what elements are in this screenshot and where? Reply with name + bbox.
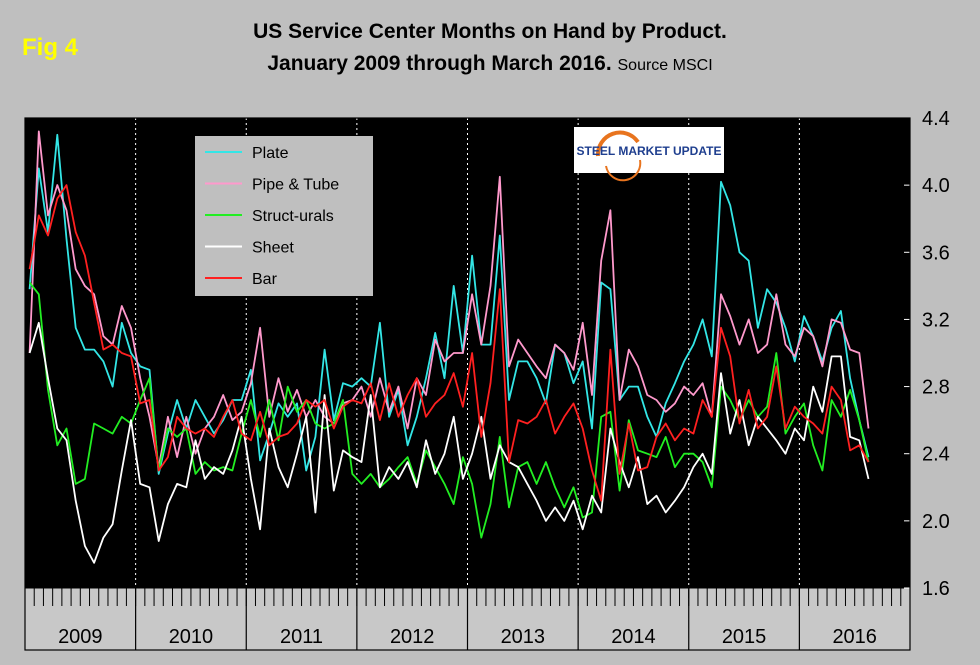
series-layer xyxy=(28,130,870,564)
logo-swoosh-icon xyxy=(605,159,642,182)
legend-label: Plate xyxy=(252,145,289,162)
x-tick-label: 2015 xyxy=(722,626,767,648)
legend: Plate Pipe & Tube Struct-urals Sheet Bar xyxy=(195,136,373,296)
x-axis: 2009 2010 2011 2012 2013 2014 2015 2016 xyxy=(24,588,911,650)
x-tick-label: 2009 xyxy=(58,626,103,648)
chart-source: Source MSCI xyxy=(617,57,713,74)
x-tick-label: 2013 xyxy=(501,626,546,648)
x-tick-label: 2014 xyxy=(611,626,656,648)
x-tick-label: 2016 xyxy=(832,626,877,648)
legend-label: Sheet xyxy=(252,240,294,257)
series-line-bar xyxy=(28,184,870,502)
y-axis: 1.6 2.0 2.4 2.8 3.2 3.6 4.0 4.4 xyxy=(904,108,950,600)
series-line-sheet xyxy=(28,321,870,564)
series-line-plate xyxy=(28,133,870,475)
y-tick-label: 2.4 xyxy=(922,444,950,466)
logo-text: STEEL MARKET UPDATE xyxy=(577,144,722,158)
y-tick-label: 4.4 xyxy=(922,108,950,130)
legend-label: Struct-urals xyxy=(252,208,334,225)
logo: STEEL MARKET UPDATE xyxy=(574,127,724,182)
x-tick-label: 2010 xyxy=(169,626,214,648)
y-tick-label: 3.2 xyxy=(922,309,950,331)
chart-title: US Service Center Months on Hand by Prod… xyxy=(253,20,727,43)
series-line-pipe-tube xyxy=(28,130,870,469)
legend-label: Bar xyxy=(252,271,278,288)
series-line-struct-urals xyxy=(28,281,870,539)
logo-swoosh-icon xyxy=(595,130,640,157)
figure-label: Fig 4 xyxy=(22,34,79,61)
y-tick-label: 3.6 xyxy=(922,242,950,264)
y-tick-label: 2.0 xyxy=(922,511,950,533)
y-tick-label: 4.0 xyxy=(922,175,950,197)
chart-subtitle: January 2009 through March 2016. Source … xyxy=(0,52,980,76)
x-tick-label: 2012 xyxy=(390,626,435,648)
legend-label: Pipe & Tube xyxy=(252,177,339,194)
chart-subtitle-text: January 2009 through March 2016. xyxy=(267,52,612,75)
plot-frame xyxy=(24,117,911,651)
y-tick-label: 1.6 xyxy=(922,578,950,600)
y-tick-label: 2.8 xyxy=(922,377,950,399)
x-tick-label: 2011 xyxy=(280,626,323,648)
